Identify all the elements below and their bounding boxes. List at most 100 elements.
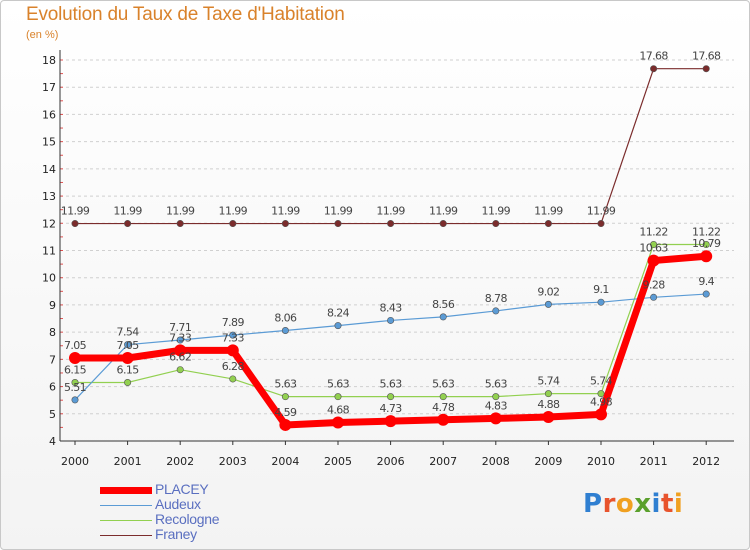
data-point (281, 393, 289, 401)
data-point (281, 327, 289, 335)
logo-letter: i (651, 489, 661, 519)
data-label: 10.79 (692, 237, 721, 250)
data-label: 11.22 (692, 226, 721, 239)
data-label: 9.4 (698, 275, 714, 288)
data-label: 5.63 (274, 378, 297, 391)
x-tick-label: 2009 (534, 455, 562, 468)
data-point (439, 220, 447, 228)
data-point (281, 220, 289, 228)
data-label: 11.99 (166, 205, 195, 218)
data-point (226, 344, 239, 357)
data-label: 5.63 (380, 378, 403, 391)
data-label: 7.71 (169, 321, 191, 334)
legend-label-placey: PLACEY (155, 481, 209, 497)
logo-letter: t (660, 489, 674, 519)
data-point (279, 418, 292, 431)
data-point (439, 393, 447, 401)
y-tick-label: 7 (49, 353, 56, 366)
data-point (387, 316, 395, 324)
data-label: 8.56 (432, 298, 455, 311)
x-tick-label: 2000 (61, 455, 89, 468)
legend-label-franey: Franey (155, 526, 197, 542)
data-label: 11.99 (482, 205, 511, 218)
logo-letter: P (583, 489, 603, 519)
y-tick-label: 17 (42, 81, 56, 94)
data-point (334, 393, 342, 401)
data-point (229, 375, 237, 383)
data-label: 8.06 (274, 312, 297, 325)
data-label: 6.28 (222, 360, 245, 373)
data-label: 6.62 (169, 351, 191, 364)
data-point (542, 411, 555, 424)
data-point (597, 298, 605, 306)
x-tick-label: 2003 (219, 455, 247, 468)
y-tick-label: 5 (49, 408, 56, 421)
y-tick-label: 6 (49, 381, 56, 394)
y-tick-label: 9 (49, 299, 56, 312)
data-label: 7.33 (222, 331, 245, 344)
x-tick-label: 2002 (166, 455, 194, 468)
y-tick-label: 16 (42, 108, 56, 121)
data-point (176, 220, 184, 228)
data-label: 11.99 (61, 205, 90, 218)
y-tick-label: 11 (42, 245, 56, 258)
data-point (702, 241, 710, 249)
data-point (650, 293, 658, 301)
data-point (597, 390, 605, 398)
y-tick-label: 13 (42, 190, 56, 203)
logo-letter: x (634, 489, 652, 519)
y-tick-label: 12 (42, 217, 56, 230)
data-label: 11.99 (271, 205, 300, 218)
data-point (702, 65, 710, 73)
data-point (650, 241, 658, 249)
x-tick-label: 2005 (324, 455, 352, 468)
data-point (124, 220, 132, 228)
data-point (544, 220, 552, 228)
x-tick-label: 2001 (114, 455, 142, 468)
data-label: 5.63 (485, 378, 508, 391)
logo-letter: r (602, 489, 616, 519)
data-point (384, 415, 397, 428)
data-label: 7.54 (117, 326, 140, 339)
x-tick-label: 2006 (377, 455, 405, 468)
data-point (700, 250, 713, 263)
data-label: 11.99 (587, 205, 616, 218)
data-label: 9.1 (593, 283, 609, 296)
data-label: 11.99 (376, 205, 405, 218)
data-point (387, 393, 395, 401)
data-point (492, 307, 500, 315)
data-point (387, 220, 395, 228)
data-label: 9.28 (643, 278, 666, 291)
data-label: 7.05 (64, 339, 87, 352)
data-point (489, 412, 502, 425)
y-tick-label: 18 (42, 54, 56, 67)
data-point (544, 390, 552, 398)
data-point (492, 220, 500, 228)
unit-label: (en %) (26, 29, 59, 41)
data-label: 4.68 (327, 403, 350, 416)
data-point (492, 393, 500, 401)
data-point (334, 322, 342, 330)
legend-label-recologne: Recologne (155, 511, 220, 527)
data-point (124, 378, 132, 386)
data-label: 4.78 (432, 401, 455, 414)
data-label: 4.59 (274, 406, 297, 419)
series-line-franey (74, 68, 707, 225)
data-label: 11.22 (639, 226, 668, 239)
y-tick-label: 10 (42, 272, 56, 285)
data-label: 11.99 (324, 205, 353, 218)
chart-title: Evolution du Taux de Taxe d'Habitation (26, 4, 345, 25)
legend-swatch-franey (100, 535, 152, 536)
x-tick-label: 2004 (271, 455, 299, 468)
x-tick-label: 2010 (587, 455, 615, 468)
data-label: 8.24 (327, 307, 350, 320)
legend-swatch-placey (100, 487, 152, 494)
x-tick-label: 2011 (640, 455, 668, 468)
data-label: 8.43 (380, 301, 403, 314)
data-point (332, 416, 344, 429)
data-label: 5.63 (432, 378, 455, 391)
legend-swatch-recologne (100, 520, 152, 521)
data-label: 4.98 (590, 395, 613, 408)
